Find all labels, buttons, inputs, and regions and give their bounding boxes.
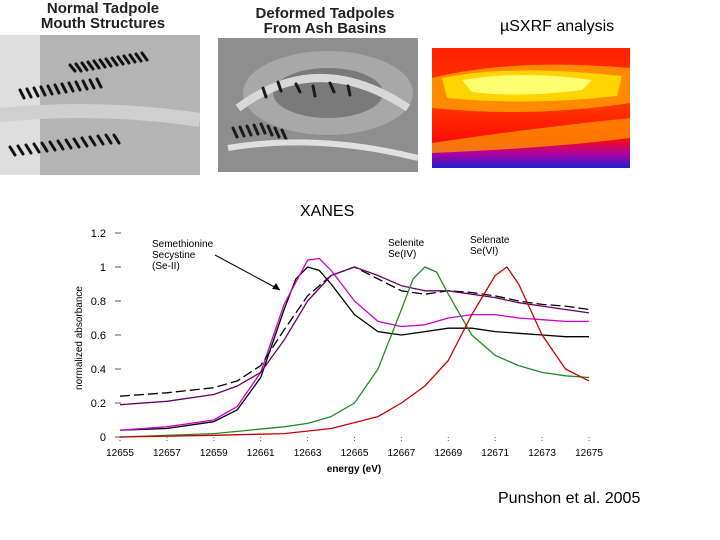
annotation-label: Selenite <box>388 238 425 249</box>
annotation-label: Secystine <box>152 250 196 261</box>
deformed-tadpole-photo <box>218 38 418 172</box>
annotation-label: Se(IV) <box>388 249 416 260</box>
x-tick-label: 12669 <box>434 448 462 459</box>
annotation-label: (Se-II) <box>152 261 180 272</box>
y-tick-label: 0.2 <box>91 398 106 410</box>
annotation-label: Semethionine <box>152 239 214 250</box>
x-tick-label: 12671 <box>481 448 509 459</box>
x-axis-label: energy (eV) <box>327 464 381 475</box>
x-tick-label: 12659 <box>200 448 228 459</box>
x-tick-label: 12673 <box>528 448 556 459</box>
x-tick-label: 12667 <box>387 448 415 459</box>
annotation-label: Selenate <box>470 235 510 246</box>
x-tick-label: 12655 <box>106 448 134 459</box>
y-tick-label: 1.2 <box>91 228 106 240</box>
series-line-4 <box>119 266 590 406</box>
annotation-arrow <box>214 254 281 291</box>
normal-tadpole-photo-drawing <box>0 35 200 175</box>
y-tick-label: 1 <box>100 262 106 274</box>
series-line-2 <box>119 257 589 431</box>
deformed-mouth-caption: Deformed Tadpoles From Ash Basins <box>255 5 395 37</box>
y-tick-label: 0.6 <box>91 330 106 342</box>
x-tick-label: 12657 <box>153 448 181 459</box>
y-axis-label: normalized absorbance <box>74 286 85 390</box>
normal-tadpole-photo <box>0 35 200 175</box>
annotation-label: Se(VI) <box>470 246 498 257</box>
xanes-caption: XANES <box>300 203 355 220</box>
series-line-6 <box>119 266 590 438</box>
x-tick-label: 12675 <box>575 448 603 459</box>
x-tick-label: 12665 <box>341 448 369 459</box>
sxrf-caption: µSXRF analysis <box>500 18 615 35</box>
series-line-1 <box>119 266 589 431</box>
series-line-5 <box>119 266 590 438</box>
y-tick-label: 0 <box>100 432 106 444</box>
sxrf-map-drawing <box>432 48 630 168</box>
x-tick-label: 12663 <box>294 448 322 459</box>
series-line-3 <box>119 266 590 397</box>
citation: Punshon et al. 2005 <box>498 490 641 507</box>
normal-mouth-caption: Normal Tadpole Mouth Structures <box>40 0 166 32</box>
sxrf-map-image <box>432 48 630 168</box>
y-tick-label: 0.8 <box>91 296 106 308</box>
y-tick-label: 0.4 <box>91 364 106 376</box>
deformed-tadpole-photo-drawing <box>218 38 418 172</box>
annotation-arrowhead <box>272 283 280 290</box>
x-tick-label: 12661 <box>247 448 275 459</box>
